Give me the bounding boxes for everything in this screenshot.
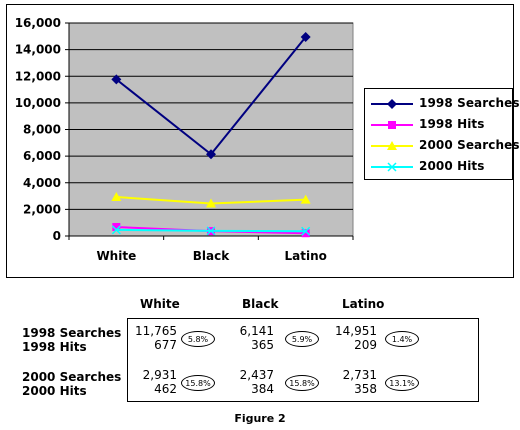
x-tick-label: Black bbox=[193, 249, 230, 263]
table-cell-searches: 11,765 bbox=[135, 324, 177, 338]
percent-badge: 15.8% bbox=[285, 375, 319, 391]
percent-badge: 5.9% bbox=[285, 331, 319, 347]
table-cell-hits: 365 bbox=[251, 338, 274, 352]
data-point bbox=[111, 225, 121, 235]
table-col-header-black: Black bbox=[242, 297, 279, 311]
y-tick-label: 16,000 bbox=[15, 16, 61, 30]
table-cell-hits: 677 bbox=[154, 338, 177, 352]
y-tick-label: 10,000 bbox=[15, 96, 61, 110]
y-tick-label: 6,000 bbox=[23, 149, 61, 163]
figure-caption: Figure 2 bbox=[234, 412, 286, 425]
legend-item-1998-searches: 1998 Searches bbox=[369, 95, 520, 113]
legend-label: 2000 Searches bbox=[419, 138, 520, 152]
table-cell-searches: 2,931 bbox=[142, 368, 177, 382]
chart-legend: 1998 Searches 1998 Hits 2000 Searches 20… bbox=[364, 88, 520, 180]
x-tick-label: White bbox=[96, 249, 136, 263]
legend-item-2000-hits: 2000 Hits bbox=[369, 158, 511, 176]
data-point bbox=[112, 222, 121, 231]
table-cell-hits: 462 bbox=[154, 382, 177, 396]
data-table bbox=[127, 318, 479, 402]
legend-item-1998-hits: 1998 Hits bbox=[369, 116, 511, 134]
legend-label: 2000 Hits bbox=[419, 159, 485, 173]
data-point bbox=[206, 198, 216, 208]
data-point bbox=[300, 194, 311, 204]
percent-badge: 1.4% bbox=[385, 331, 419, 347]
table-col-header-white: White bbox=[140, 297, 180, 311]
row-label-1998-searches: 1998 Searches bbox=[22, 326, 122, 340]
x-tick-label: Latino bbox=[284, 249, 326, 263]
percent-badge: 5.8% bbox=[181, 331, 215, 347]
y-tick-label: 2,000 bbox=[23, 202, 61, 216]
legend-item-2000-searches: 2000 Searches bbox=[369, 137, 520, 155]
y-tick-label: 8,000 bbox=[23, 123, 61, 137]
legend-label: 1998 Hits bbox=[419, 117, 485, 131]
table-col-header-latino: Latino bbox=[342, 297, 385, 311]
row-label-2000-searches: 2000 Searches bbox=[22, 370, 122, 384]
y-tick-label: 12,000 bbox=[15, 69, 61, 83]
table-cell-hits: 384 bbox=[251, 382, 274, 396]
y-tick-label: 4,000 bbox=[23, 176, 61, 190]
row-label-1998-hits: 1998 Hits bbox=[22, 340, 87, 354]
y-tick-label: 14,000 bbox=[15, 43, 61, 57]
data-point bbox=[301, 229, 310, 238]
row-label-2000-hits: 2000 Hits bbox=[22, 384, 87, 398]
data-point bbox=[206, 226, 216, 236]
data-point bbox=[206, 149, 216, 160]
data-point bbox=[301, 226, 311, 236]
chart-frame: 0 2,000 4,000 6,000 8,000 10,000 12,000 14,000 1… bbox=[6, 4, 520, 278]
data-point bbox=[300, 31, 311, 42]
data-point bbox=[111, 191, 122, 201]
percent-badge: 15.8% bbox=[181, 375, 215, 391]
line-chart: 0 2,000 4,000 6,000 8,000 10,000 12,000 14,000 1… bbox=[15, 16, 354, 263]
table-cell-searches: 14,951 bbox=[335, 324, 377, 338]
percent-badge: 13.1% bbox=[385, 375, 419, 391]
table-cell-searches: 2,437 bbox=[239, 368, 274, 382]
table-cell-hits: 358 bbox=[354, 382, 377, 396]
data-point bbox=[111, 74, 122, 85]
table-cell-searches: 6,141 bbox=[239, 324, 274, 338]
y-tick-label: 0 bbox=[53, 229, 61, 243]
legend-label: 1998 Searches bbox=[419, 96, 520, 110]
table-cell-searches: 2,731 bbox=[342, 368, 377, 382]
table-cell-hits: 209 bbox=[354, 338, 377, 352]
